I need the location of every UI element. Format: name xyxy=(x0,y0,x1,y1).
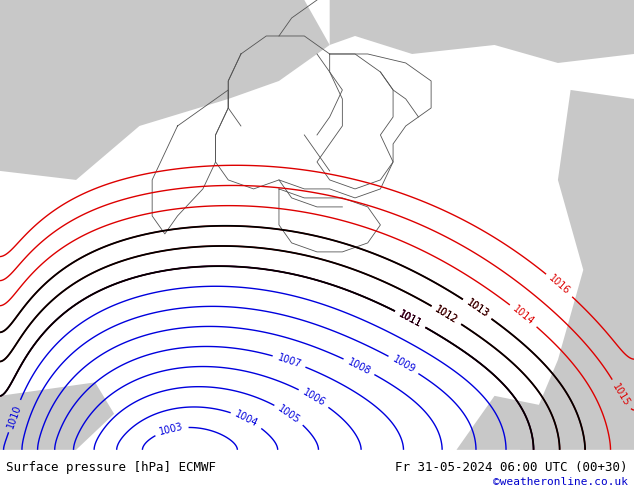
Polygon shape xyxy=(0,382,114,450)
Text: 1004: 1004 xyxy=(233,409,260,429)
Text: 1011: 1011 xyxy=(397,309,424,329)
Text: 1012: 1012 xyxy=(434,304,460,326)
Polygon shape xyxy=(456,396,558,450)
Text: 1006: 1006 xyxy=(301,388,327,409)
Text: ©weatheronline.co.uk: ©weatheronline.co.uk xyxy=(493,477,628,487)
Polygon shape xyxy=(330,0,634,63)
Text: 1016: 1016 xyxy=(547,273,572,297)
Text: 1014: 1014 xyxy=(511,304,536,327)
Polygon shape xyxy=(0,0,330,180)
Text: 1009: 1009 xyxy=(391,354,417,375)
Polygon shape xyxy=(38,90,89,126)
Text: Fr 31-05-2024 06:00 UTC (00+30): Fr 31-05-2024 06:00 UTC (00+30) xyxy=(395,461,628,474)
Text: 1010: 1010 xyxy=(5,403,23,429)
Text: 1013: 1013 xyxy=(464,298,490,320)
Text: Surface pressure [hPa] ECMWF: Surface pressure [hPa] ECMWF xyxy=(6,461,216,474)
Text: 1003: 1003 xyxy=(158,422,184,437)
Text: 1005: 1005 xyxy=(276,403,302,425)
Text: 1007: 1007 xyxy=(276,352,302,370)
Text: 1011: 1011 xyxy=(397,309,424,329)
Text: 1012: 1012 xyxy=(434,304,460,326)
Polygon shape xyxy=(520,90,634,450)
Text: 1015: 1015 xyxy=(611,381,631,408)
Text: 1008: 1008 xyxy=(346,357,372,376)
Text: 1013: 1013 xyxy=(464,298,490,320)
Text: 1011: 1011 xyxy=(397,309,424,329)
